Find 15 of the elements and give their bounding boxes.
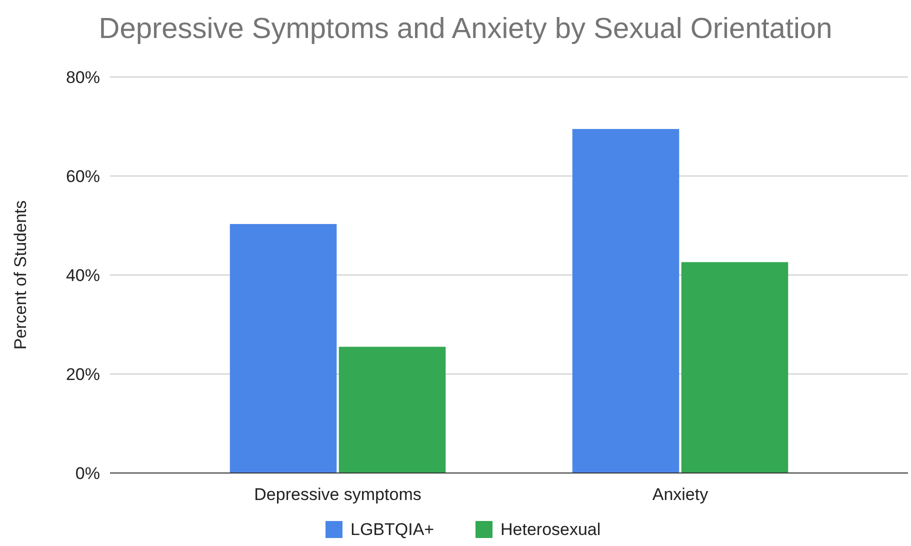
bar [681, 262, 788, 473]
x-tick-label: Anxiety [652, 485, 709, 504]
y-tick-label: 60% [66, 166, 100, 186]
bar [572, 128, 680, 473]
y-tick-label: 20% [66, 364, 100, 384]
bar [230, 224, 337, 473]
legend-label: LGBTQIA+ [350, 520, 434, 539]
y-axis-title: Percent of Students [11, 200, 30, 350]
x-tick-label: Depressive symptoms [254, 485, 422, 504]
y-tick-label: 0% [75, 464, 100, 483]
y-tick-label: 80% [66, 68, 100, 87]
y-tick-label: 40% [66, 266, 100, 285]
legend-label: Heterosexual [500, 520, 601, 539]
chart-title: Depressive Symptoms and Anxiety by Sexual Orientation [98, 13, 832, 45]
bar [338, 346, 446, 473]
